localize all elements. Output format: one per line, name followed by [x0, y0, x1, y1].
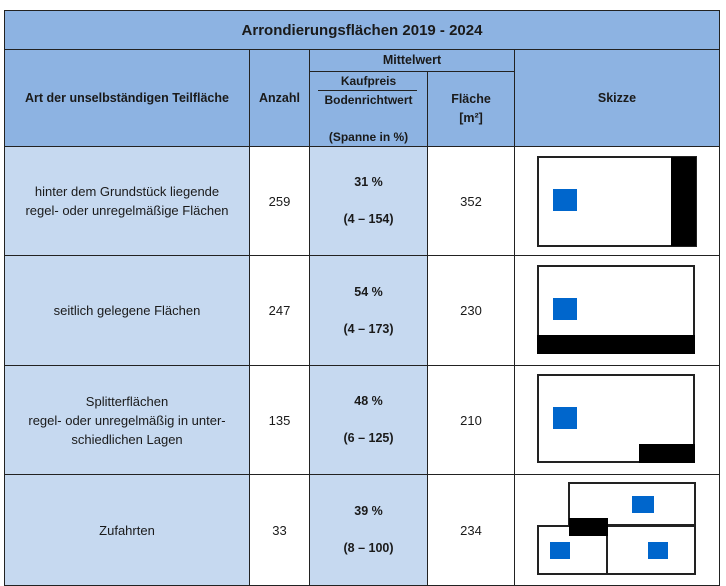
- row4-flaeche: 234: [427, 474, 515, 586]
- row2-flaeche: 230: [427, 255, 515, 366]
- row1-kaufpreis: 31 % (4 – 154): [309, 146, 428, 256]
- header-mittelwert: Mittelwert: [309, 49, 515, 72]
- row3-kaufpreis: 48 % (6 – 125): [309, 365, 428, 475]
- row3-spanne: (6 – 125): [343, 431, 394, 445]
- sketch-lateral-area: [537, 265, 695, 354]
- row1-art-line1: hinter dem Grundstück liegende: [34, 184, 220, 199]
- row2-art: seitlich gelegene Flächen: [4, 255, 250, 366]
- table-title: Arrondierungsflächen 2019 - 2024: [4, 10, 720, 50]
- row3-anzahl: 135: [249, 365, 310, 475]
- flaeche-label: Fläche: [451, 92, 491, 106]
- header-flaeche: Fläche [m²]: [427, 71, 515, 147]
- sketch1-blue-building: [553, 189, 577, 211]
- row2-spanne: (4 – 173): [343, 321, 394, 336]
- row1-anzahl: 259: [249, 146, 310, 256]
- row4-art-line1: Zufahrten: [99, 522, 155, 538]
- row1-spanne: (4 – 154): [343, 212, 394, 226]
- sketch3-blue-building: [553, 407, 577, 429]
- sketch4-blue-building-right: [648, 542, 668, 559]
- row3-art-line3: schiedlichen Lagen: [71, 431, 183, 447]
- header-skizze: Skizze: [514, 49, 720, 147]
- sketch4-black-access: [569, 518, 608, 536]
- sketch2-blue-building: [553, 298, 577, 320]
- row3-art: Splitterflächen regel- oder unregelmäßig…: [4, 365, 250, 475]
- row3-flaeche: 210: [427, 365, 515, 475]
- row3-art-line2: regel- oder unregelmäßig in unter-: [28, 412, 226, 428]
- row2-art-line1: seitlich gelegene Flächen: [53, 303, 201, 318]
- row4-spanne: (8 – 100): [343, 541, 394, 555]
- sketch4-blue-building-left: [550, 542, 570, 559]
- row1-prozent: 31 %: [354, 175, 383, 189]
- spanne-label: (Spanne in %): [328, 130, 409, 144]
- sketch-splinter-area: [537, 374, 695, 463]
- sketch3-black-area: [639, 444, 695, 463]
- sketch4-blue-building-top: [632, 496, 654, 513]
- sketch-rear-area: [537, 156, 697, 247]
- row1-flaeche: 352: [427, 146, 515, 256]
- sketch1-black-area: [671, 157, 696, 246]
- bodenrichtwert-label: Bodenrichtwert: [324, 93, 413, 107]
- sketch-access-road: [537, 482, 696, 575]
- row4-art: Zufahrten: [4, 474, 250, 586]
- row4-prozent: 39 %: [354, 504, 383, 518]
- row4-kaufpreis: 39 % (8 – 100): [309, 474, 428, 586]
- row2-prozent: 54 %: [354, 284, 383, 299]
- row1-art-line2: regel- oder unregelmäßige Flächen: [25, 203, 229, 218]
- row2-kaufpreis: 54 % (4 – 173): [309, 255, 428, 366]
- row2-anzahl: 247: [249, 255, 310, 366]
- kaufpreis-label: Kaufpreis: [340, 74, 397, 88]
- sketch2-black-area: [537, 335, 695, 354]
- header-anzahl: Anzahl: [249, 49, 310, 147]
- header-kaufpreis: Kaufpreis Bodenrichtwert (Spanne in %): [309, 71, 428, 147]
- row1-art: hinter dem Grundstück liegende regel- od…: [4, 146, 250, 256]
- fraction-rule: [318, 90, 417, 91]
- header-art: Art der unselbständigen Teilfläche: [4, 49, 250, 147]
- row3-art-line1: Splitterflächen: [85, 393, 169, 409]
- flaeche-unit: [m²]: [459, 111, 483, 125]
- row3-prozent: 48 %: [354, 394, 383, 408]
- row4-anzahl: 33: [249, 474, 310, 586]
